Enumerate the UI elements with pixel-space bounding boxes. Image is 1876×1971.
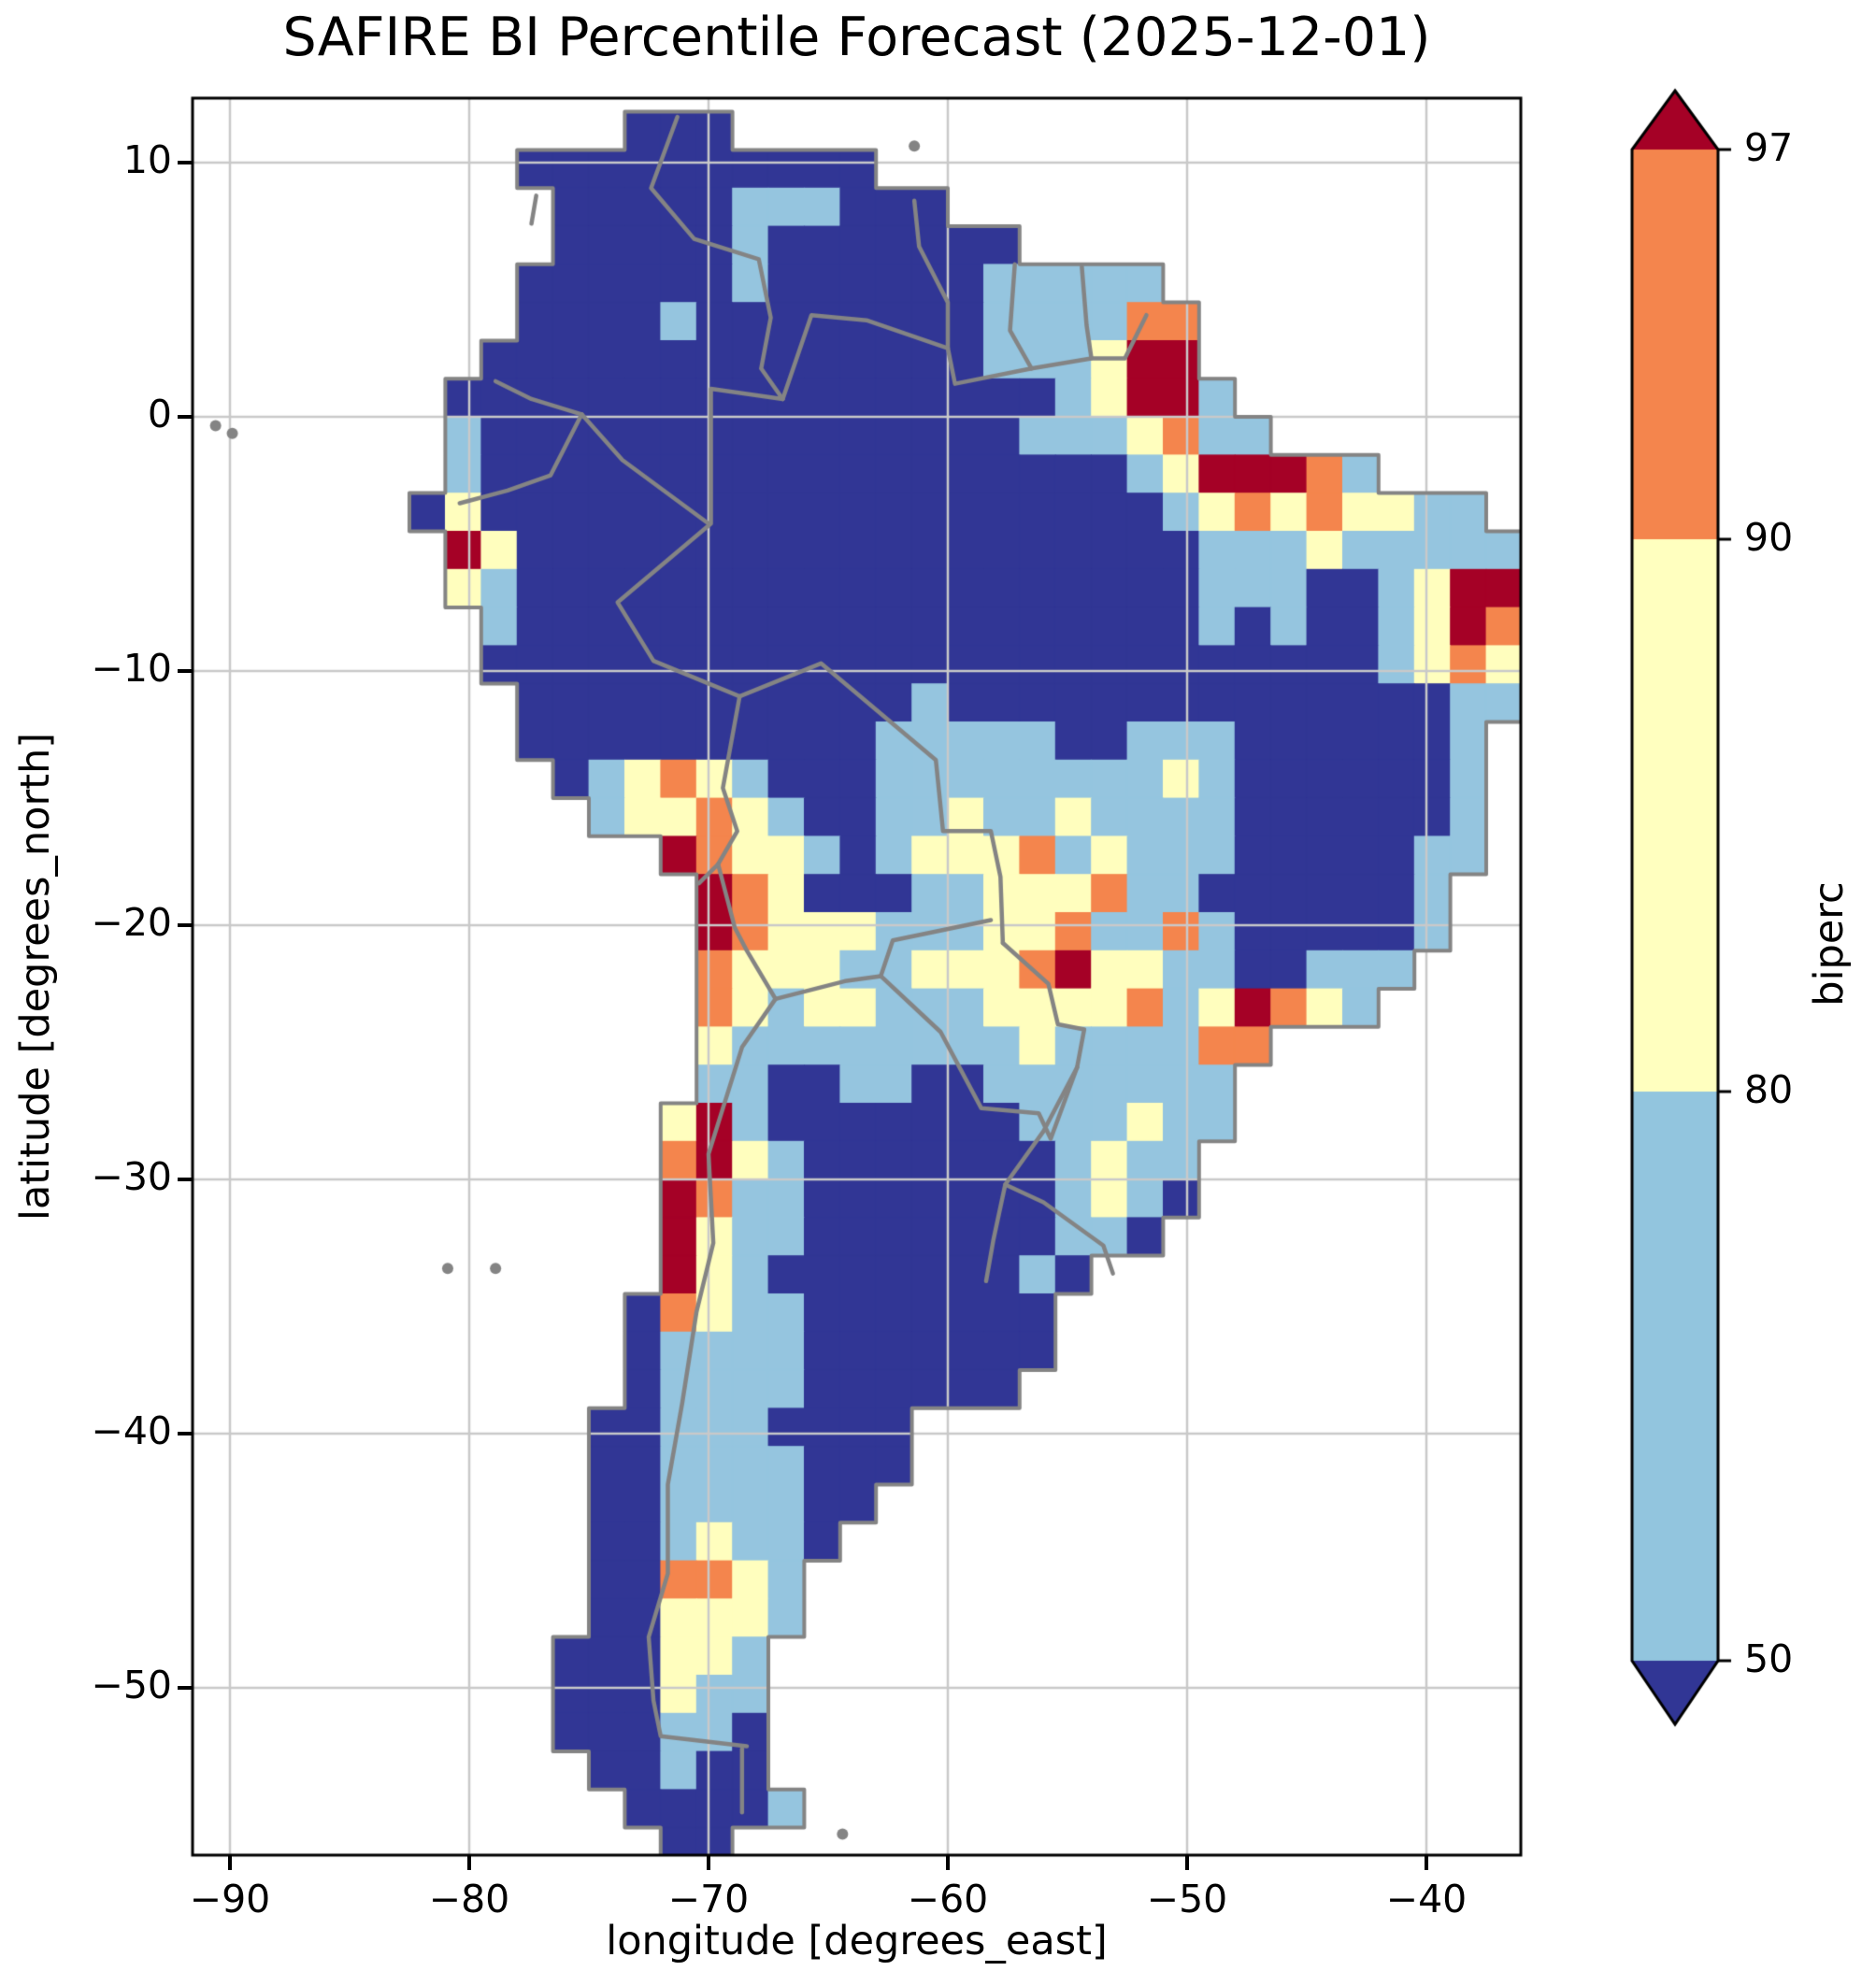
x-tick-mark bbox=[467, 1855, 471, 1870]
y-tick-mark bbox=[178, 1178, 193, 1181]
colorbar-tick-label: 90 bbox=[1744, 515, 1794, 560]
y-tick-label: −40 bbox=[91, 1408, 172, 1453]
x-tick-label: −40 bbox=[1385, 1877, 1468, 1921]
x-tick-mark bbox=[228, 1855, 232, 1870]
y-tick-label: −30 bbox=[91, 1154, 172, 1199]
x-tick-label: −60 bbox=[907, 1877, 989, 1921]
x-tick-mark bbox=[946, 1855, 950, 1870]
x-axis-label: longitude [degrees_east] bbox=[606, 1918, 1108, 1964]
colorbar-label: biperc bbox=[1806, 881, 1853, 1007]
x-tick-mark bbox=[707, 1855, 710, 1870]
y-tick-label: −20 bbox=[91, 900, 172, 945]
y-tick-mark bbox=[178, 923, 193, 927]
y-tick-label: 10 bbox=[122, 137, 172, 182]
y-tick-label: −50 bbox=[91, 1663, 172, 1707]
colorbar-tick-label: 97 bbox=[1744, 125, 1794, 170]
y-tick-mark bbox=[178, 669, 193, 673]
colorbar-tick-label: 50 bbox=[1744, 1636, 1794, 1681]
x-tick-label: −90 bbox=[189, 1877, 271, 1921]
x-tick-mark bbox=[1425, 1855, 1428, 1870]
y-tick-label: 0 bbox=[147, 392, 172, 436]
x-tick-label: −50 bbox=[1146, 1877, 1228, 1921]
x-tick-label: −70 bbox=[667, 1877, 750, 1921]
plot-title: SAFIRE BI Percentile Forecast (2025-12-0… bbox=[282, 7, 1431, 68]
y-tick-mark bbox=[178, 1432, 193, 1435]
x-tick-mark bbox=[1185, 1855, 1189, 1870]
colorbar-tick-label: 80 bbox=[1744, 1067, 1794, 1112]
y-tick-label: −10 bbox=[91, 646, 172, 691]
y-axis-label: latitude [degrees_north] bbox=[12, 732, 59, 1221]
x-tick-label: −80 bbox=[428, 1877, 510, 1921]
y-tick-mark bbox=[178, 415, 193, 419]
y-tick-mark bbox=[178, 1686, 193, 1690]
y-tick-mark bbox=[178, 161, 193, 164]
